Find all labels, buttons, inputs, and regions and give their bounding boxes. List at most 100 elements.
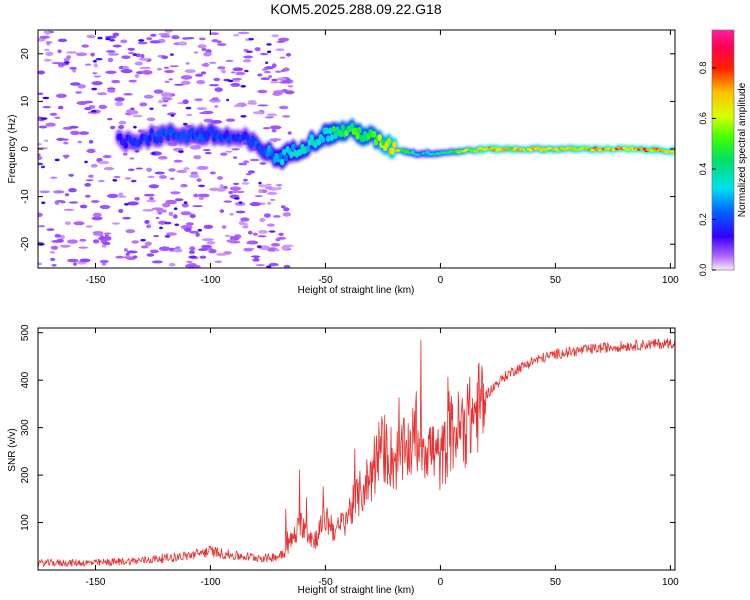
heatmap-noise-cell-516 bbox=[253, 232, 258, 236]
heatmap-ridge-cell-116 bbox=[329, 134, 335, 142]
heatmap-noise-cell-251 bbox=[125, 252, 130, 256]
heatmap-noise-cell-75 bbox=[214, 105, 219, 108]
heatmap-noise-cell-401 bbox=[64, 221, 71, 225]
spectrogram-x-label: Height of straight line (km) bbox=[298, 285, 415, 296]
colorbar-tick-label-4: 0.8 bbox=[698, 62, 708, 75]
snr-y-tick-label-0: 100 bbox=[20, 514, 31, 531]
heatmap-noise-cell-448 bbox=[132, 255, 138, 259]
heatmap-noise-cell-527 bbox=[42, 96, 50, 100]
heatmap-noise-cell-529 bbox=[226, 98, 230, 102]
heatmap-noise-cell-222 bbox=[154, 171, 165, 175]
heatmap-noise-cell-115 bbox=[216, 187, 226, 192]
heatmap-noise-cell-379 bbox=[118, 65, 124, 70]
colorbar-gradient bbox=[712, 30, 734, 270]
colorbar-ticks: 0.0 0.2 0.4 0.6 0.8 bbox=[698, 62, 716, 276]
heatmap-noise-cell-26 bbox=[201, 47, 207, 52]
heatmap-noise-cell-568 bbox=[170, 114, 175, 117]
heatmap-noise-cell-383 bbox=[198, 196, 205, 200]
snr-y-tick-label-3: 400 bbox=[20, 371, 31, 388]
heatmap-noise-cell-437 bbox=[193, 193, 199, 198]
heatmap-noise-cell-50 bbox=[234, 201, 246, 206]
heatmap-noise-cell-124 bbox=[282, 115, 291, 118]
heatmap-noise-cell-209 bbox=[252, 258, 260, 262]
heatmap-noise-cell-231 bbox=[230, 235, 235, 240]
heatmap-noise-cell-544 bbox=[238, 201, 243, 204]
heatmap-noise-cell-561 bbox=[91, 87, 98, 91]
heatmap-noise-cell-433 bbox=[265, 183, 272, 186]
heatmap-noise-cell-452 bbox=[51, 264, 57, 267]
heatmap-noise-cell-227 bbox=[165, 232, 177, 236]
heatmap-noise-cell-572 bbox=[132, 53, 137, 56]
heatmap-noise-cell-315 bbox=[68, 201, 79, 204]
snr-x-label: Height of straight line (km) bbox=[298, 585, 415, 596]
heatmap-noise-cell-254 bbox=[38, 225, 46, 228]
heatmap-ridge-cell-139 bbox=[372, 130, 377, 138]
heatmap-noise-cell-186 bbox=[132, 114, 143, 118]
heatmap-ridge-cell-21 bbox=[154, 136, 160, 144]
heatmap-noise-cell-458 bbox=[257, 73, 263, 77]
heatmap-noise-cell-449 bbox=[243, 248, 253, 252]
heatmap-noise-cell-390 bbox=[118, 120, 127, 125]
heatmap-noise-cell-541 bbox=[164, 221, 172, 225]
heatmap-noise-cell-367 bbox=[92, 232, 104, 236]
heatmap-noise-cell-373 bbox=[229, 186, 242, 191]
heatmap-noise-cell-48 bbox=[105, 70, 117, 75]
heatmap-noise-cell-546 bbox=[91, 109, 97, 113]
heatmap-noise-cell-487 bbox=[87, 111, 100, 114]
heatmap-noise-cell-164 bbox=[203, 51, 212, 57]
heatmap-noise-cell-283 bbox=[243, 178, 248, 182]
heatmap-noise-cell-578 bbox=[41, 165, 45, 169]
heatmap-noise-cell-155 bbox=[44, 139, 49, 142]
heatmap-noise-cell-130 bbox=[232, 190, 240, 194]
heatmap-ridge-cell-22 bbox=[156, 130, 162, 138]
heatmap-noise-cell-306 bbox=[75, 91, 83, 94]
heatmap-noise-cell-165 bbox=[134, 197, 140, 201]
heatmap-noise-cell-479 bbox=[208, 249, 217, 254]
heatmap-noise-cell-331 bbox=[276, 186, 282, 191]
heatmap-noise-cell-55 bbox=[231, 148, 240, 151]
heatmap-noise-cell-137 bbox=[39, 35, 50, 39]
heatmap-noise-cell-93 bbox=[153, 89, 164, 94]
heatmap-noise-cell-513 bbox=[263, 70, 271, 74]
heatmap-noise-cell-275 bbox=[201, 63, 210, 67]
heatmap-noise-cell-455 bbox=[57, 38, 68, 43]
heatmap-noise-cell-298 bbox=[283, 264, 291, 268]
heatmap-ridge-cell-118 bbox=[333, 132, 338, 140]
heatmap-noise-cell-394 bbox=[139, 102, 148, 107]
heatmap-noise-cell-288 bbox=[149, 249, 159, 254]
heatmap-ridge-cell-90 bbox=[281, 148, 287, 156]
heatmap-noise-cell-279 bbox=[148, 184, 159, 189]
heatmap-noise-cell-117 bbox=[285, 52, 292, 57]
heatmap-noise-cell-402 bbox=[60, 138, 69, 141]
heatmap-noise-cell-40 bbox=[180, 183, 188, 188]
heatmap-noise-cell-128 bbox=[88, 139, 94, 144]
heatmap-noise-cell-540 bbox=[41, 201, 46, 205]
heatmap-noise-cell-210 bbox=[38, 143, 43, 146]
heatmap-noise-cell-363 bbox=[240, 217, 250, 222]
heatmap-noise-cell-393 bbox=[211, 120, 223, 124]
heatmap-noise-cell-197 bbox=[168, 142, 178, 147]
heatmap-ridge-cell-99 bbox=[298, 148, 303, 156]
heatmap-ridge-cell-88 bbox=[278, 152, 283, 160]
heatmap-ridge-cell-131 bbox=[357, 126, 362, 134]
heatmap-noise-cell-357 bbox=[107, 193, 119, 199]
spectrogram-y-tick-label-2: 0 bbox=[20, 146, 31, 152]
heatmap-noise-cell-429 bbox=[126, 250, 138, 254]
heatmap-noise-cell-355 bbox=[123, 248, 128, 252]
heatmap-noise-cell-574 bbox=[84, 160, 88, 164]
heatmap-noise-cell-44 bbox=[75, 52, 88, 57]
heatmap-ridge-cell-127 bbox=[349, 122, 355, 130]
heatmap-ridge-cell-160 bbox=[410, 150, 415, 154]
heatmap-noise-cell-272 bbox=[144, 219, 150, 224]
heatmap-noise-cell-247 bbox=[50, 257, 56, 262]
heatmap-noise-cell-517 bbox=[118, 125, 125, 129]
heatmap-noise-cell-264 bbox=[149, 196, 154, 201]
heatmap-noise-cell-190 bbox=[86, 34, 96, 39]
heatmap-noise-cell-107 bbox=[247, 230, 253, 235]
snr-background bbox=[38, 328, 675, 570]
heatmap-noise-cell-233 bbox=[137, 41, 148, 45]
heatmap-noise-cell-188 bbox=[270, 243, 281, 247]
heatmap-noise-cell-252 bbox=[79, 258, 91, 263]
heatmap-noise-cell-511 bbox=[146, 37, 153, 41]
